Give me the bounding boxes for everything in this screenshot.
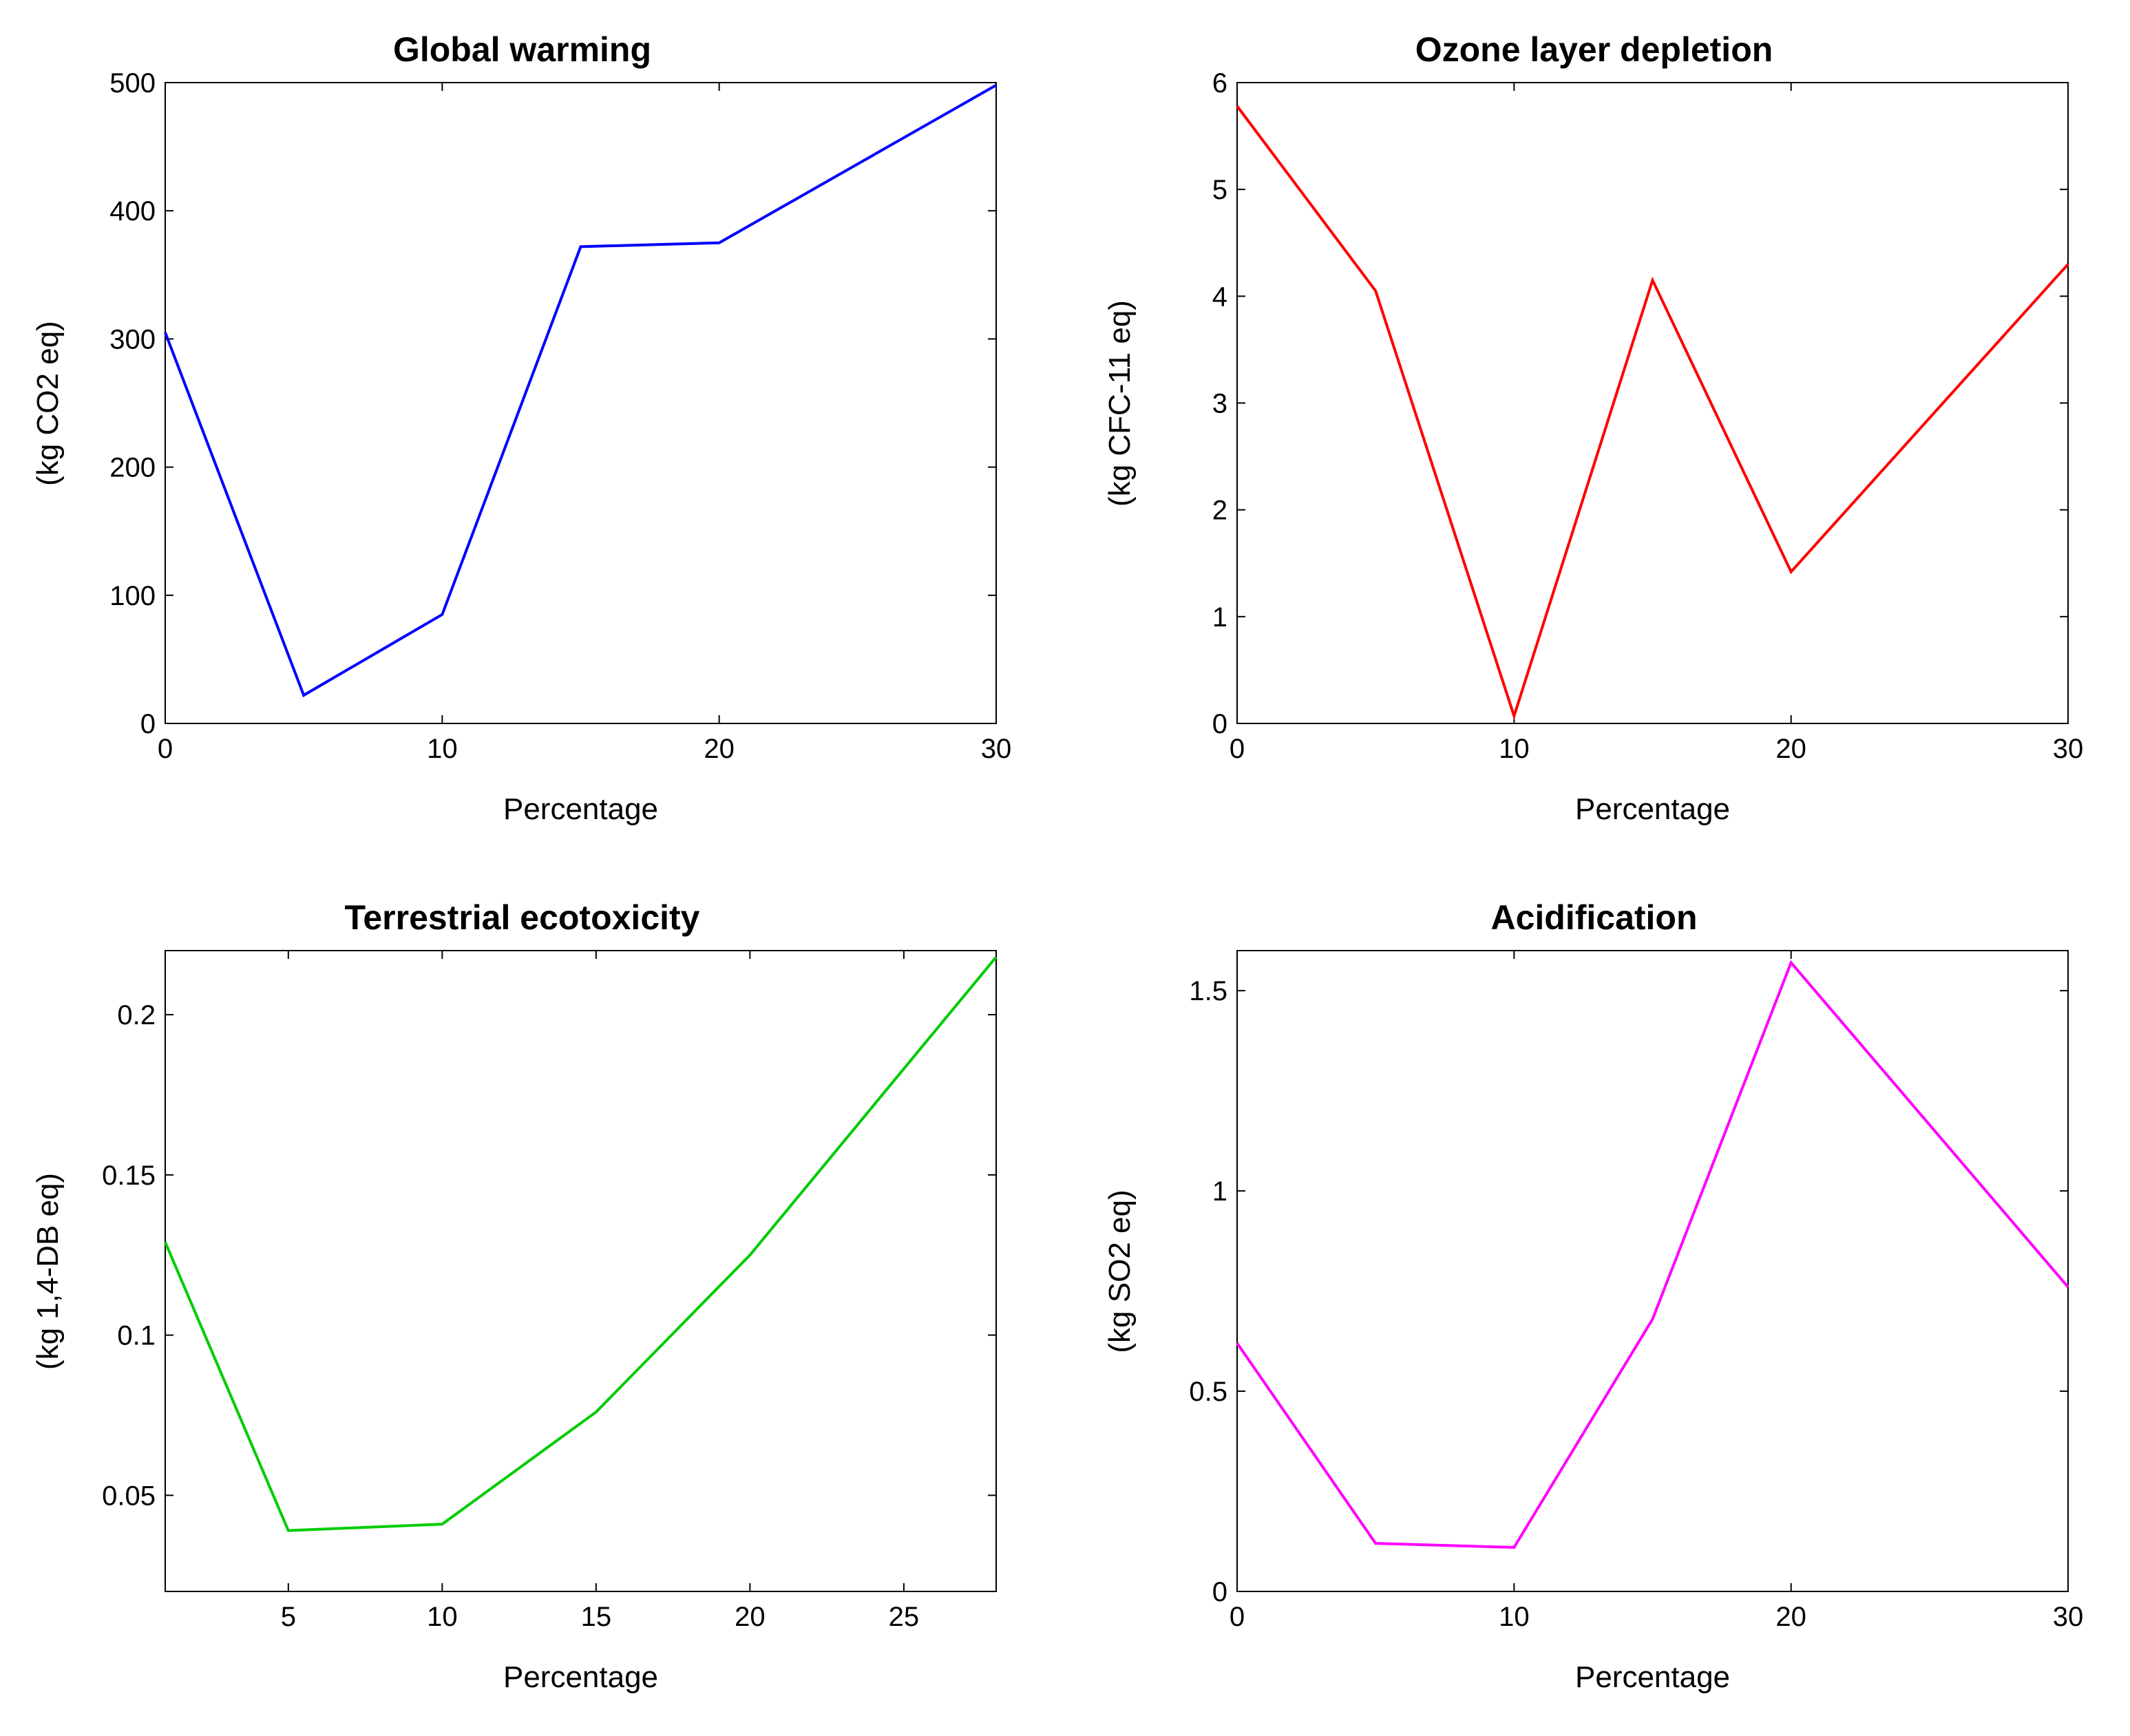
y-tick-label: 1 xyxy=(1212,1176,1227,1207)
y-axis-label: (kg SO2 eq) xyxy=(1103,1189,1137,1353)
x-tick-label: 0 xyxy=(1230,1602,1245,1632)
y-tick-label: 400 xyxy=(109,196,156,226)
axis-box xyxy=(165,951,996,1591)
chart-title: Acidification xyxy=(1099,896,2089,951)
x-tick-label: 5 xyxy=(281,1602,296,1632)
chart-panel-terrestrial-ecotoxicity: Terrestrial ecotoxicity (kg 1,4-DB eq) Per… xyxy=(28,896,1017,1695)
x-tick-label: 15 xyxy=(581,1602,612,1632)
x-tick-label: 10 xyxy=(427,1602,458,1632)
y-tick-label: 0.5 xyxy=(1189,1377,1227,1407)
y-tick-label: 300 xyxy=(109,324,156,354)
chart-title: Ozone layer depletion xyxy=(1099,28,2089,83)
y-tick-label: 2 xyxy=(1212,496,1227,526)
y-tick-label: 0.15 xyxy=(102,1161,156,1191)
y-tick-label: 1.5 xyxy=(1189,976,1227,1006)
chart-panel-ozone-depletion: Ozone layer depletion (kg CFC-11 eq) Perce… xyxy=(1099,28,2089,827)
x-axis-label: Percentage xyxy=(1237,1660,2068,1695)
plot-area: 01020300123456 xyxy=(1237,83,2068,772)
plot-area: 5101520250.050.10.150.2 xyxy=(165,951,996,1640)
x-axis-label: Percentage xyxy=(165,792,996,827)
data-series xyxy=(165,957,996,1530)
y-axis-label: (kg CFC-11 eq) xyxy=(1103,300,1137,507)
y-tick-label: 4 xyxy=(1212,282,1227,312)
x-tick-label: 0 xyxy=(158,734,173,764)
y-tick-label: 0.1 xyxy=(117,1321,156,1351)
data-series xyxy=(165,85,996,695)
y-tick-label: 3 xyxy=(1212,389,1227,419)
x-tick-label: 25 xyxy=(889,1602,920,1632)
y-tick-label: 500 xyxy=(109,68,156,98)
y-tick-label: 0 xyxy=(1212,709,1227,739)
x-tick-label: 0 xyxy=(1230,734,1245,764)
chart-title: Global warming xyxy=(28,28,1017,83)
x-tick-label: 20 xyxy=(704,734,735,764)
y-tick-label: 6 xyxy=(1212,68,1227,98)
x-tick-label: 30 xyxy=(2053,1602,2084,1632)
chart-panel-global-warming: Global warming (kg CO2 eq) Percentage 0 10 20… xyxy=(28,28,1017,827)
plot-area: 010203000.511.5 xyxy=(1237,951,2068,1640)
y-tick-label: 100 xyxy=(109,581,156,611)
data-series xyxy=(1237,106,2068,716)
x-tick-label: 20 xyxy=(1775,1602,1806,1632)
x-tick-label: 20 xyxy=(735,1602,766,1632)
axis-box xyxy=(165,83,996,723)
data-series xyxy=(1237,962,2068,1547)
x-axis-label: Percentage xyxy=(1237,792,2068,827)
x-tick-label: 20 xyxy=(1775,734,1806,764)
y-tick-label: 5 xyxy=(1212,175,1227,205)
x-axis-label: Percentage xyxy=(165,1660,996,1695)
axis-box xyxy=(1237,951,2068,1591)
y-tick-label: 0 xyxy=(140,709,156,739)
y-tick-label: 0.2 xyxy=(117,1000,156,1030)
x-tick-label: 10 xyxy=(427,734,458,764)
y-tick-label: 200 xyxy=(109,453,156,483)
chart-panel-acidification: Acidification(kg SO2 eq)Percentage010203… xyxy=(1099,896,2089,1695)
y-tick-label: 0 xyxy=(1212,1577,1227,1607)
x-tick-label: 30 xyxy=(981,734,1012,764)
plot-area: 01020300100200300400500 xyxy=(165,83,996,772)
y-tick-label: 0.05 xyxy=(102,1481,156,1511)
y-axis-label: (kg CO2 eq) xyxy=(31,321,65,486)
y-tick-label: 1 xyxy=(1212,602,1227,633)
x-tick-label: 30 xyxy=(2053,734,2084,764)
y-axis-label: (kg 1,4-DB eq) xyxy=(31,1172,65,1369)
chart-title: Terrestrial ecotoxicity xyxy=(28,896,1017,951)
x-tick-label: 10 xyxy=(1499,734,1530,764)
x-tick-label: 10 xyxy=(1499,1602,1530,1632)
